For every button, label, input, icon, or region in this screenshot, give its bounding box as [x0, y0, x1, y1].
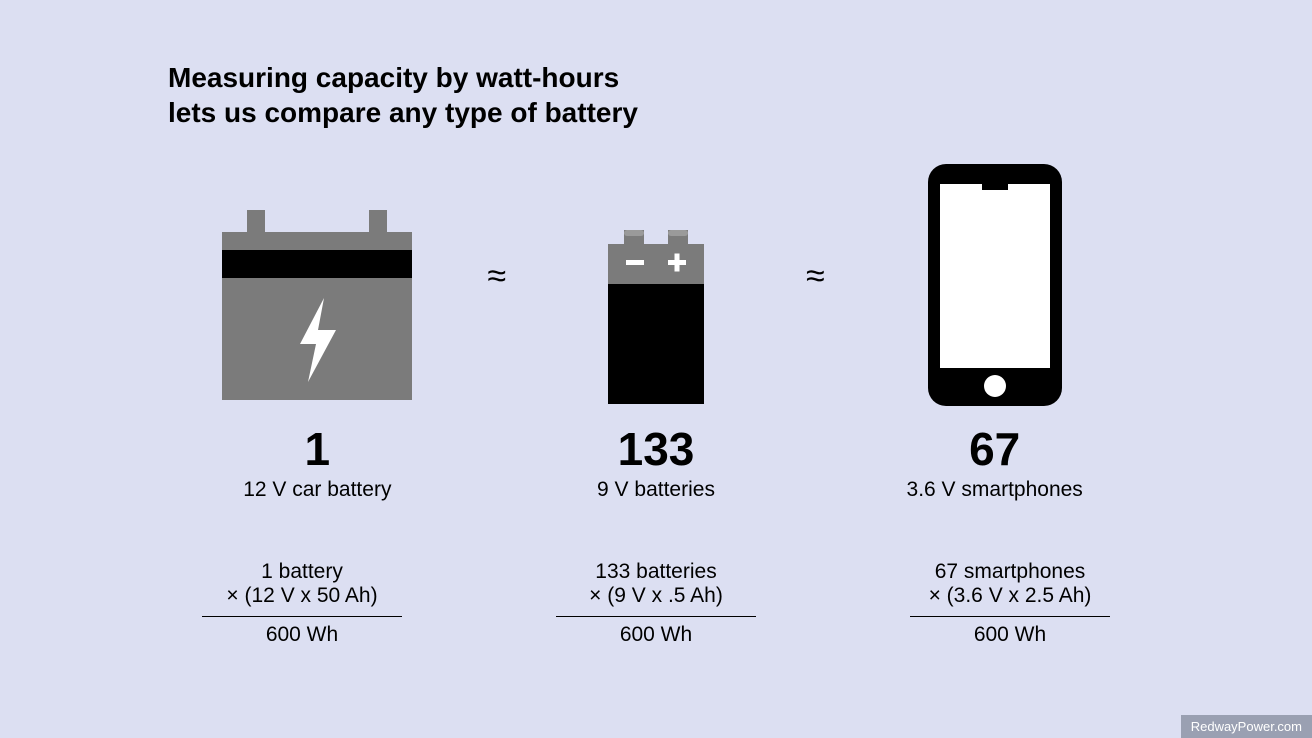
- calc-ninevolt: 133 batteries × (9 V x .5 Ah) 600 Wh: [546, 560, 766, 647]
- calc-phone-line2: × (3.6 V x 2.5 Ah): [880, 584, 1140, 608]
- approx-2: ≈: [806, 257, 825, 406]
- smartphone-icon: [920, 160, 1070, 410]
- count-smartphone: 67: [969, 422, 1020, 476]
- calc-phone: 67 smartphones × (3.6 V x 2.5 Ah) 600 Wh: [880, 560, 1140, 647]
- item-nine-volt: 133 9 V batteries: [546, 160, 766, 502]
- calc-9v-line1: 133 batteries: [546, 560, 766, 584]
- calc-car-battery: 1 battery × (12 V x 50 Ah) 600 Wh: [172, 560, 432, 647]
- title-line-1: Measuring capacity by watt-hours: [168, 60, 638, 95]
- calc-9v-divider: [556, 616, 756, 617]
- calculation-row: 1 battery × (12 V x 50 Ah) 600 Wh 133 ba…: [0, 560, 1312, 647]
- infographic-canvas: Measuring capacity by watt-hours lets us…: [0, 0, 1312, 738]
- page-title: Measuring capacity by watt-hours lets us…: [168, 60, 638, 130]
- calc-car-line1: 1 battery: [172, 560, 432, 584]
- calc-9v-result: 600 Wh: [546, 623, 766, 647]
- label-nine-volt: 9 V batteries: [597, 478, 715, 502]
- nine-volt-battery-icon: [596, 160, 716, 410]
- comparison-row: 1 12 V car battery ≈: [0, 160, 1312, 502]
- count-car-battery: 1: [305, 422, 331, 476]
- calc-9v-line2: × (9 V x .5 Ah): [546, 584, 766, 608]
- calc-phone-result: 600 Wh: [880, 623, 1140, 647]
- label-smartphone: 3.6 V smartphones: [907, 478, 1083, 502]
- car-battery-icon: [212, 160, 422, 410]
- title-line-2: lets us compare any type of battery: [168, 95, 638, 130]
- label-car-battery: 12 V car battery: [243, 478, 391, 502]
- count-nine-volt: 133: [618, 422, 695, 476]
- item-smartphone: 67 3.6 V smartphones: [865, 160, 1125, 502]
- item-car-battery: 1 12 V car battery: [187, 160, 447, 502]
- calc-car-result: 600 Wh: [172, 623, 432, 647]
- calc-phone-line1: 67 smartphones: [880, 560, 1140, 584]
- calc-phone-divider: [910, 616, 1110, 617]
- approx-1: ≈: [487, 257, 506, 406]
- watermark: RedwayPower.com: [1181, 715, 1312, 738]
- calc-car-line2: × (12 V x 50 Ah): [172, 584, 432, 608]
- calc-car-divider: [202, 616, 402, 617]
